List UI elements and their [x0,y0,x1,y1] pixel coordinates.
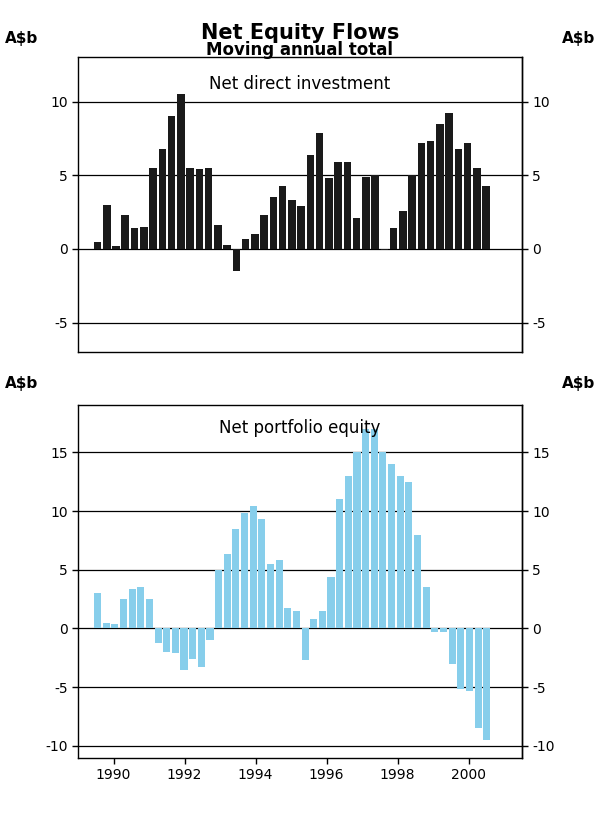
Text: A$b: A$b [562,30,595,46]
Bar [284,609,292,628]
Bar [177,94,185,249]
Bar [449,628,455,663]
Bar [163,628,170,652]
Text: Net Equity Flows: Net Equity Flows [201,23,399,43]
Bar [189,628,196,659]
Bar [362,429,369,628]
Bar [224,554,231,628]
Text: A$b: A$b [562,376,595,391]
Bar [482,186,490,249]
Bar [440,628,447,632]
Bar [232,529,239,628]
Bar [214,225,221,249]
Bar [94,593,101,628]
Text: A$b: A$b [5,376,38,391]
Bar [427,142,434,249]
Bar [414,535,421,628]
Bar [310,619,317,628]
Bar [168,116,175,249]
Bar [259,519,265,628]
Bar [233,249,240,271]
Bar [328,577,335,628]
Bar [457,628,464,690]
Bar [418,143,425,249]
Bar [406,482,412,628]
Bar [431,628,439,632]
Bar [307,155,314,249]
Bar [288,201,296,249]
Bar [345,476,352,628]
Text: A$b: A$b [5,30,38,46]
Bar [269,197,277,249]
Bar [302,628,308,660]
Bar [140,227,148,249]
Text: Net direct investment: Net direct investment [209,75,391,93]
Bar [483,628,490,740]
Bar [445,113,453,249]
Bar [388,464,395,628]
Bar [198,628,205,667]
Bar [223,245,231,249]
Bar [267,563,274,628]
Bar [103,205,110,249]
Bar [325,179,332,249]
Text: Net portfolio equity: Net portfolio equity [220,419,380,437]
Bar [196,170,203,249]
Bar [353,218,361,249]
Text: Moving annual total: Moving annual total [206,41,394,59]
Bar [111,624,118,628]
Bar [94,242,101,249]
Bar [137,587,145,628]
Bar [455,149,462,249]
Bar [316,133,323,249]
Bar [371,429,378,628]
Bar [260,215,268,249]
Bar [380,249,388,251]
Bar [121,215,129,249]
Bar [251,234,259,249]
Bar [146,600,153,628]
Bar [205,168,212,249]
Bar [120,600,127,628]
Bar [186,168,194,249]
Bar [112,246,120,249]
Bar [334,162,342,249]
Bar [436,124,443,249]
Bar [397,476,404,628]
Bar [131,229,139,249]
Bar [409,175,416,249]
Bar [215,570,222,628]
Bar [242,238,250,249]
Bar [399,210,407,249]
Bar [241,514,248,628]
Bar [371,175,379,249]
Bar [353,452,361,628]
Bar [466,628,473,690]
Bar [275,560,283,628]
Bar [464,143,472,249]
Bar [422,587,430,628]
Bar [155,628,161,643]
Bar [336,500,343,628]
Bar [362,177,370,249]
Bar [475,628,482,728]
Bar [473,168,481,249]
Bar [206,628,214,640]
Bar [319,611,326,628]
Bar [181,628,188,670]
Bar [172,628,179,653]
Bar [379,452,386,628]
Bar [158,149,166,249]
Bar [250,506,257,628]
Bar [297,206,305,249]
Bar [344,162,351,249]
Bar [390,229,397,249]
Bar [293,611,300,628]
Bar [149,168,157,249]
Bar [279,186,286,249]
Bar [103,622,110,628]
Bar [128,589,136,628]
